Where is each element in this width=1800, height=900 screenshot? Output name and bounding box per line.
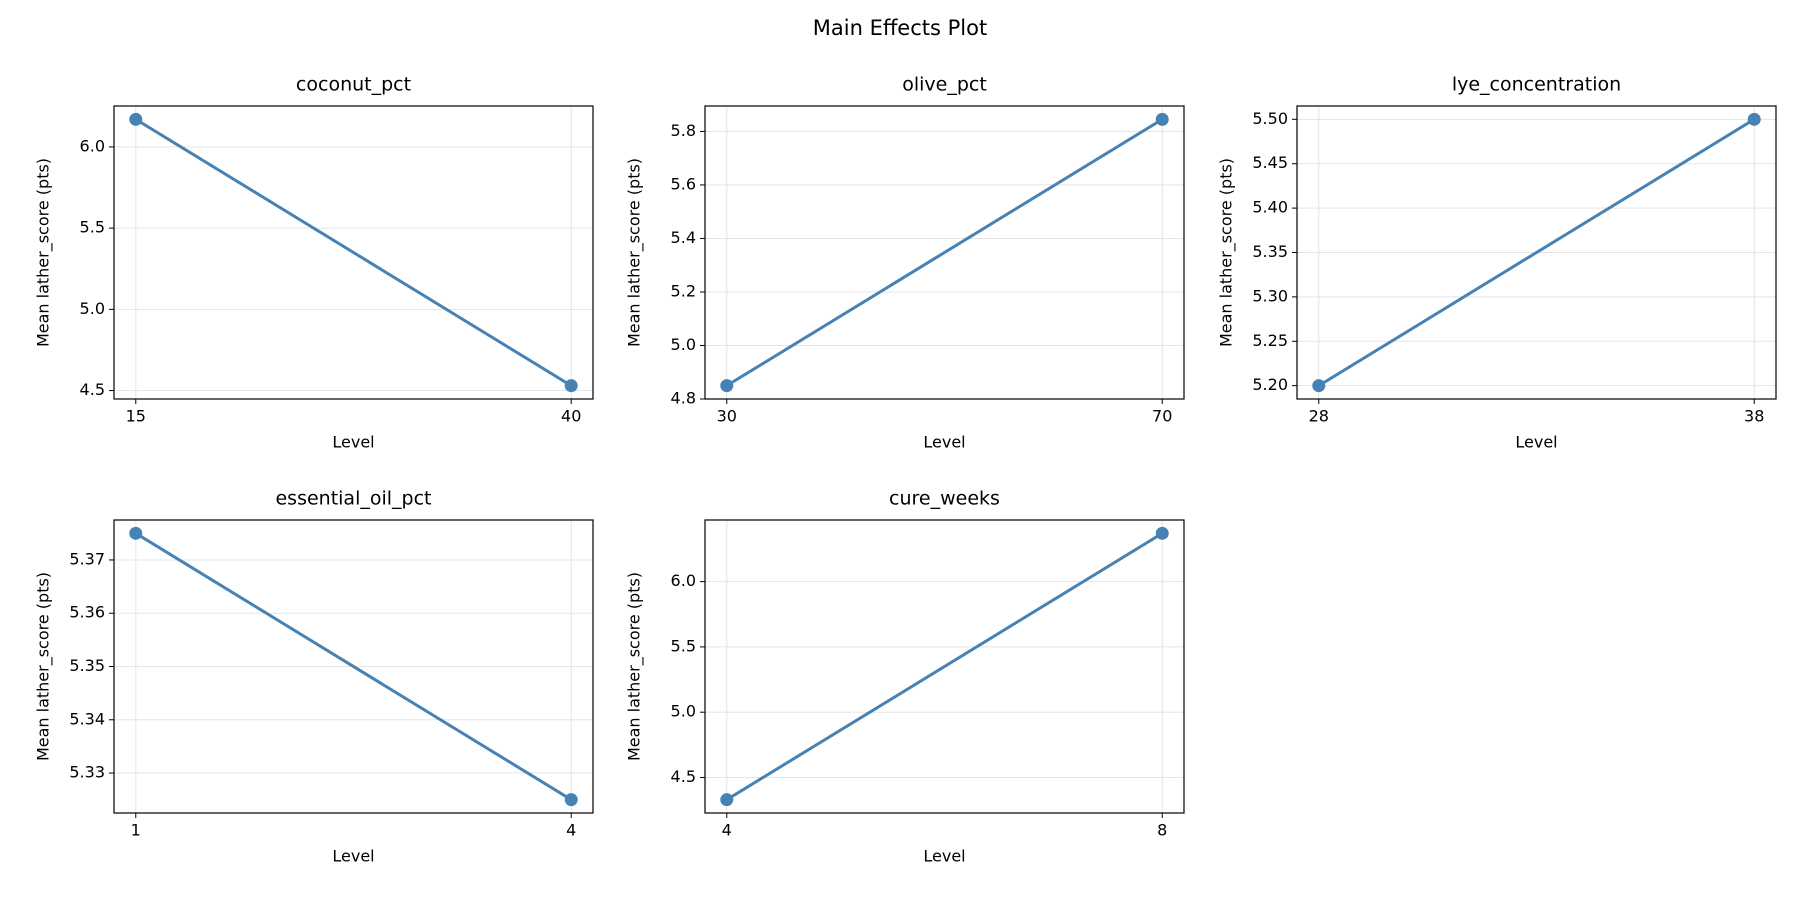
y-tick-label: 5.45 [1252, 153, 1288, 172]
subplot-title: cure_weeks [889, 488, 1000, 510]
y-tick-label: 5.35 [1252, 242, 1288, 261]
plot-frame [704, 105, 1185, 400]
x-axis-label: Level [332, 847, 374, 866]
data-point [720, 379, 734, 393]
y-axis-label: Mean lather_score (pts) [34, 572, 54, 761]
y-tick-label: 5.20 [1252, 375, 1288, 394]
y-tick-label: 5.37 [69, 549, 105, 568]
subplot-title: coconut_pct [296, 74, 411, 96]
plot-frame [113, 519, 594, 814]
plot-frame [113, 105, 594, 400]
data-point [1155, 112, 1169, 126]
line-series [134, 532, 573, 801]
x-tick-label: 8 [1157, 821, 1167, 840]
x-axis-label: Level [923, 433, 965, 452]
subplot-title: olive_pct [902, 74, 987, 96]
x-axis-label: Level [332, 433, 374, 452]
subplot-title: lye_concentration [1452, 74, 1621, 96]
y-tick-label: 4.5 [80, 380, 105, 399]
y-tick-label: 5.4 [671, 228, 696, 247]
y-tick-label: 5.0 [80, 299, 105, 318]
y-tick-label: 5.36 [69, 603, 105, 622]
plot-frame [704, 519, 1185, 814]
x-tick-label: 4 [722, 821, 732, 840]
y-tick-label: 5.50 [1252, 109, 1288, 128]
y-tick-label: 5.33 [69, 763, 105, 782]
x-axis-label: Level [1515, 433, 1557, 452]
y-tick-label: 5.35 [69, 656, 105, 675]
y-tick-label: 5.0 [671, 702, 696, 721]
x-axis-label: Level [923, 847, 965, 866]
line-series [1317, 118, 1756, 387]
data-point [1155, 526, 1169, 540]
y-tick-label: 4.5 [671, 767, 696, 786]
y-axis-label: Mean lather_score (pts) [625, 158, 645, 347]
x-tick-label: 70 [1152, 407, 1172, 426]
data-point [564, 793, 578, 807]
y-tick-label: 5.40 [1252, 198, 1288, 217]
y-axis-label: Mean lather_score (pts) [625, 572, 645, 761]
x-tick-label: 28 [1309, 407, 1329, 426]
subplot-title: essential_oil_pct [275, 488, 431, 510]
y-tick-label: 5.34 [69, 709, 105, 728]
y-tick-label: 6.0 [671, 571, 696, 590]
x-tick-label: 15 [126, 407, 146, 426]
y-axis-label: Mean lather_score (pts) [1217, 158, 1237, 347]
x-tick-label: 30 [717, 407, 737, 426]
line-series [134, 118, 573, 387]
figure-title: Main Effects Plot [813, 16, 987, 40]
y-tick-label: 5.5 [671, 636, 696, 655]
x-tick-label: 38 [1744, 407, 1764, 426]
x-tick-label: 40 [561, 407, 581, 426]
y-tick-label: 5.30 [1252, 286, 1288, 305]
data-point [1312, 379, 1326, 393]
data-point [129, 112, 143, 126]
data-point [564, 379, 578, 393]
y-tick-label: 5.25 [1252, 331, 1288, 350]
data-point [129, 526, 143, 540]
data-point [720, 793, 734, 807]
y-tick-label: 5.2 [671, 281, 696, 300]
x-tick-label: 4 [566, 821, 576, 840]
y-tick-label: 5.0 [671, 335, 696, 354]
plot-frame [1296, 105, 1777, 400]
data-point [1747, 112, 1761, 126]
x-tick-label: 1 [131, 821, 141, 840]
y-tick-label: 5.8 [671, 121, 696, 140]
y-tick-label: 5.6 [671, 174, 696, 193]
y-axis-label: Mean lather_score (pts) [34, 158, 54, 347]
line-series [725, 118, 1164, 387]
line-series [725, 532, 1164, 801]
y-tick-label: 4.8 [671, 389, 696, 408]
y-tick-label: 5.5 [80, 218, 105, 237]
y-tick-label: 6.0 [80, 136, 105, 155]
